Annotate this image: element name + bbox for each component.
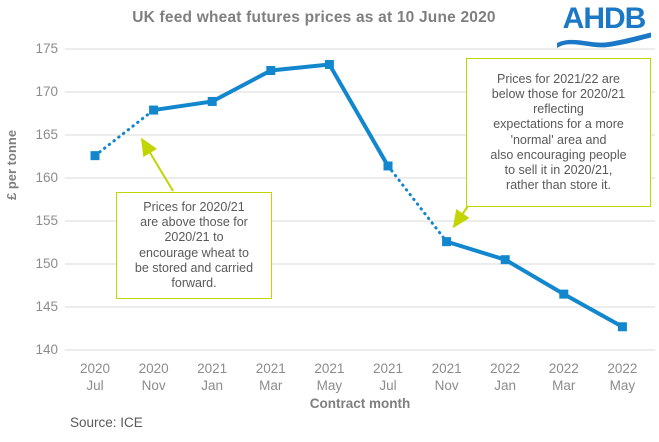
- annotation-box-2021-22: Prices for 2021/22 are below those for 20…: [466, 58, 651, 207]
- source-note: Source: ICE: [70, 415, 143, 430]
- price-line-series: [90, 59, 627, 332]
- x-tick-month: Mar: [552, 378, 576, 393]
- annotation-line: rather than store it.: [506, 178, 611, 193]
- annotation-line: also encouraging people: [490, 147, 627, 162]
- y-tick-label: 170: [35, 84, 58, 99]
- ahdb-logo: AHDB: [557, 4, 651, 49]
- annotation-line: are above those for: [140, 215, 248, 230]
- data-point-marker: [500, 255, 510, 265]
- annotation-line: encourage wheat to: [139, 245, 249, 260]
- x-tick-label: 2021 Jul: [358, 360, 418, 394]
- ahdb-logo-wave-icon: [557, 32, 651, 48]
- y-tick-label: 140: [35, 342, 58, 357]
- x-tick-year: 2022: [548, 361, 579, 376]
- x-tick-month: May: [609, 378, 636, 393]
- x-tick-month: Mar: [259, 378, 283, 393]
- x-tick-year: 2021: [372, 361, 404, 376]
- data-point-marker: [559, 289, 569, 299]
- chart-title: UK feed wheat futures prices as at 10 Ju…: [132, 9, 496, 26]
- x-tick-month: May: [316, 378, 343, 393]
- annotation-line: reflecting: [533, 102, 584, 117]
- x-tick-label: 2022 Mar: [534, 360, 594, 394]
- x-tick-month: Jul: [86, 378, 104, 393]
- x-tick-month: Nov: [434, 378, 459, 393]
- annotation-line: forward.: [171, 275, 217, 290]
- y-tick-label: 150: [35, 256, 58, 271]
- x-tick-year: 2020: [79, 361, 111, 376]
- x-tick-month: Jan: [201, 378, 224, 393]
- data-point-marker: [90, 151, 100, 161]
- x-axis-title: Contract month: [309, 396, 411, 411]
- x-tick-label: 2022 Jan: [475, 360, 535, 394]
- data-point-marker: [617, 322, 627, 332]
- x-tick-month: Jul: [379, 378, 397, 393]
- x-tick-label: 2021 Nov: [417, 360, 477, 394]
- x-tick-year: 2021: [431, 361, 462, 376]
- annotation-line: be stored and carried: [134, 260, 254, 275]
- data-point-marker: [266, 66, 276, 75]
- y-tick-label: 175: [35, 41, 58, 56]
- y-tick-label: 165: [35, 127, 58, 142]
- data-point-marker: [383, 161, 393, 171]
- annotation-arrow-2020-21: [140, 137, 174, 192]
- data-point-marker: [207, 96, 217, 106]
- annotation-line: to sell it in 2020/21,: [504, 162, 613, 177]
- data-point-marker: [324, 59, 334, 69]
- x-tick-label: 2021 Jan: [182, 360, 242, 394]
- annotation-box-2020-21: Prices for 2020/21 are above those for 202…: [116, 192, 272, 299]
- annotation-line: below those for 2020/21: [491, 86, 626, 101]
- y-tick-label: 145: [35, 299, 58, 314]
- x-tick-month: Jan: [494, 378, 517, 393]
- annotation-line: Prices for 2021/22 are: [497, 71, 620, 86]
- x-tick-label: 2021 May: [299, 360, 359, 394]
- x-tick-year: 2021: [255, 361, 286, 376]
- annotation-arrow-2021-22: [452, 205, 470, 229]
- annotation-line: 2020/21 to: [164, 230, 224, 245]
- annotation-line: expectations for a more: [493, 117, 624, 132]
- x-tick-label: 2020 Nov: [124, 360, 184, 394]
- price-line-segment-dotted: [386, 164, 449, 244]
- price-line-segment-solid: [446, 239, 624, 329]
- y-tick-label: 155: [35, 213, 58, 228]
- x-tick-year: 2022: [607, 361, 638, 376]
- x-tick-month: Nov: [141, 378, 166, 393]
- x-tick-label: 2022 May: [592, 360, 652, 394]
- ahdb-logo-text: AHDB: [562, 2, 647, 35]
- price-line-segment-dotted: [93, 108, 156, 158]
- x-tick-year: 2022: [490, 361, 521, 376]
- x-tick-year: 2020: [138, 361, 169, 376]
- x-tick-year: 2021: [197, 361, 228, 376]
- x-tick-label: 2021 Mar: [241, 360, 301, 394]
- x-tick-year: 2021: [314, 361, 345, 376]
- annotation-line: Prices for 2020/21: [143, 199, 245, 214]
- x-tick-label: 2020 Jul: [65, 360, 125, 394]
- data-point-marker: [149, 105, 159, 115]
- annotation-line: 'normal' area and: [510, 132, 607, 147]
- y-tick-label: 160: [35, 170, 58, 185]
- data-point-marker: [442, 237, 452, 247]
